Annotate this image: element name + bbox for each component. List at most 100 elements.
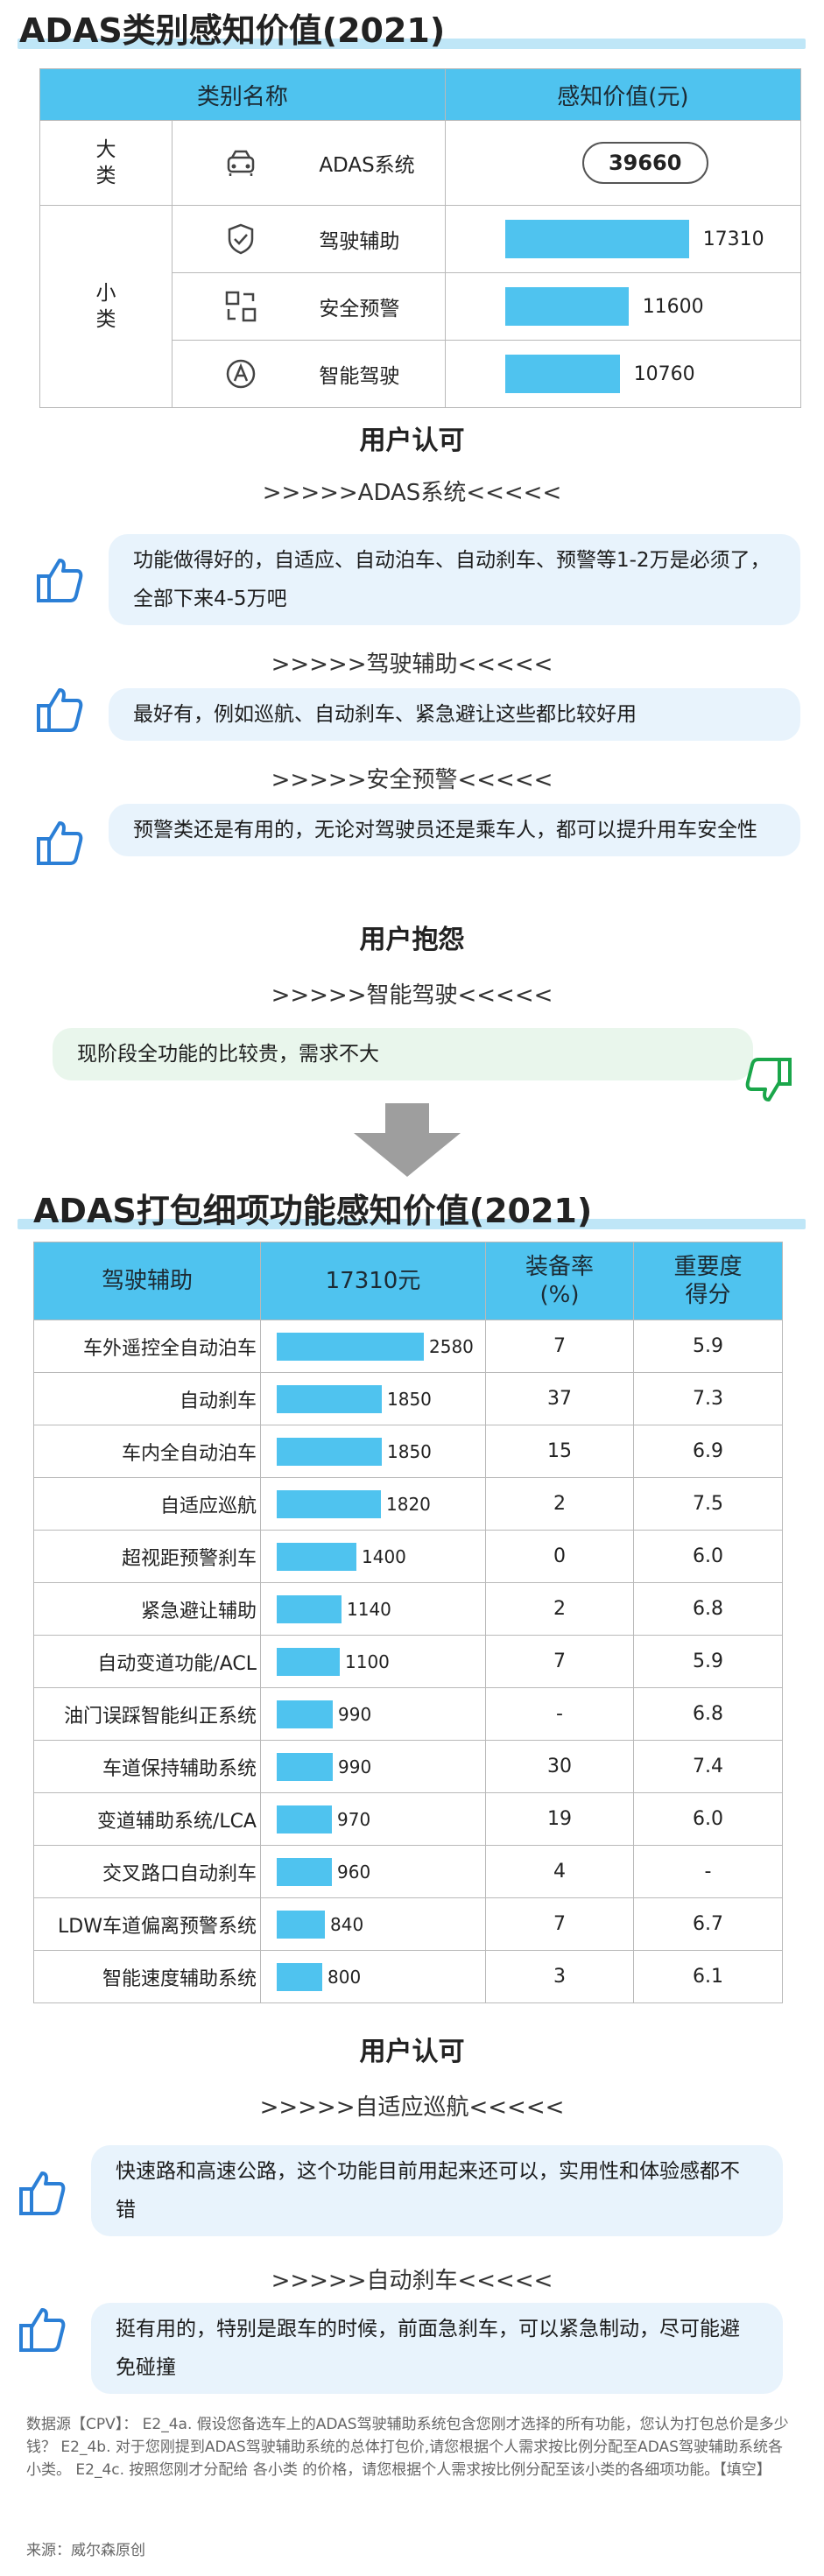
page-title-2: ADAS打包细项功能感知价值(2021): [33, 1192, 593, 1230]
sub-name-cell: 安全预警: [172, 272, 446, 341]
importance-score: 5.9: [633, 1635, 783, 1688]
value-label: 960: [337, 1861, 371, 1883]
quote-bubble: 快速路和高速公路，这个功能目前用起来还可以，实用性和体验感都不错: [91, 2145, 783, 2236]
warning-screen-icon: [223, 289, 258, 324]
thumbs-up-icon: [33, 553, 86, 609]
sub-name-cell: 驾驶辅助: [172, 205, 446, 273]
value-bar: [504, 220, 689, 258]
table-row-sub-1: 小 类 驾驶辅助 17310: [39, 205, 802, 408]
feature-name: 车道保持辅助系统: [33, 1740, 261, 1793]
table-row: 自动刹车 1850 37 7.3: [33, 1372, 783, 1425]
table-row: 自适应巡航 1820 2 7.5: [33, 1477, 783, 1531]
equip-rate: 19: [485, 1792, 634, 1846]
feature-name: 自动变道功能/ACL: [33, 1635, 261, 1688]
importance-score: 6.0: [633, 1530, 783, 1583]
importance-score: 6.8: [633, 1582, 783, 1636]
value-cell: 2580: [260, 1320, 486, 1373]
value-bar: [504, 287, 629, 326]
value-bar: [277, 1752, 333, 1781]
feature-name: 智能速度辅助系统: [33, 1950, 261, 2003]
value-cell: 960: [260, 1845, 486, 1898]
total-name-cell: ADAS系统: [172, 120, 446, 206]
importance-score: 7.3: [633, 1372, 783, 1425]
shield-check-icon: [223, 222, 258, 257]
header-category: 类别名称: [39, 68, 446, 121]
header-value: 感知价值(元): [444, 68, 802, 121]
feature-name: 紧急避让辅助: [33, 1582, 261, 1636]
value-bar: [277, 1542, 356, 1571]
feature-value-table: 驾驶辅助 17310元 装备率 (%) 重要度 得分 车外遥控全自动泊车 2580…: [33, 1242, 783, 2003]
feature-name: 变道辅助系统/LCA: [33, 1792, 261, 1846]
equip-rate: -: [485, 1687, 634, 1741]
equip-rate: 2: [485, 1477, 634, 1531]
quote-subtitle: >>>>>ADAS系统<<<<<: [262, 480, 562, 506]
table-row-total: 大 类 ADAS系统 39660: [39, 120, 802, 206]
value-label: 1850: [387, 1440, 432, 1462]
quote-subtitle: >>>>>自适应巡航<<<<<: [259, 2094, 565, 2121]
value-cell: 1100: [260, 1635, 486, 1688]
equip-rate: 15: [485, 1425, 634, 1478]
footnote: 数据源【CPV】： E2_4a. 假设您备选车上的ADAS驾驶辅助系统包含您刚才…: [26, 2416, 789, 2479]
value-label: 1140: [347, 1598, 391, 1620]
thumbs-up-icon: [16, 2303, 68, 2359]
importance-score: 7.4: [633, 1740, 783, 1793]
value-cell: 990: [260, 1687, 486, 1741]
quote-bubble: 功能做得好的，自适应、自动泊车、自动刹车、预警等1-2万是必须了，全部下来4-5…: [109, 534, 800, 625]
page-title-1: ADAS类别感知价值(2021): [19, 11, 446, 50]
table-row: 交叉路口自动刹车 960 4-: [33, 1845, 783, 1898]
feature-name: 车外遥控全自动泊车: [33, 1320, 261, 1373]
value-bar: [277, 1437, 382, 1466]
quote-bubble: 最好有，例如巡航、自动刹车、紧急避让这些都比较好用: [109, 688, 800, 741]
category-value-table: 类别名称 感知价值(元) 大 类 ADAS系统 39660 小 类 驾驶辅助 1…: [39, 68, 802, 408]
equip-rate: 7: [485, 1320, 634, 1373]
quote-subtitle: >>>>>安全预警<<<<<: [271, 767, 553, 793]
value-label: 1400: [362, 1545, 406, 1567]
small-category-label: 小 类: [39, 205, 173, 408]
table-row: 车道保持辅助系统 990 30 7.4: [33, 1740, 783, 1793]
table-row: 自动变道功能/ACL 1100 7 5.9: [33, 1635, 783, 1688]
down-arrow-icon: [352, 1103, 462, 1180]
header-total: 17310元: [260, 1242, 486, 1320]
total-value-oval: 39660: [581, 142, 708, 184]
sub-value-cell: 17310: [444, 205, 802, 273]
equip-rate: 30: [485, 1740, 634, 1793]
value-cell: 1820: [260, 1477, 486, 1531]
value-label: 17310: [702, 228, 764, 250]
sub-name: 安全预警: [319, 298, 400, 320]
section-title-approval: 用户认可: [359, 426, 465, 456]
thumbs-up-icon: [33, 683, 86, 739]
importance-score: -: [633, 1845, 783, 1898]
feature-name: 车内全自动泊车: [33, 1425, 261, 1478]
thumbs-up-icon: [16, 2166, 68, 2222]
section-title-complaint: 用户抱怨: [359, 925, 465, 955]
value-cell: 990: [260, 1740, 486, 1793]
sub-name: 智能驾驶: [319, 365, 400, 388]
importance-score: 6.8: [633, 1687, 783, 1741]
value-label: 10760: [633, 362, 695, 385]
table-row: 变道辅助系统/LCA 970 19 6.0: [33, 1792, 783, 1846]
total-value-cell: 39660: [444, 120, 802, 206]
value-bar: [277, 1489, 381, 1518]
value-label: 840: [330, 1913, 364, 1935]
value-bar: [277, 1594, 342, 1623]
title-underline: [18, 39, 806, 49]
importance-score: 6.9: [633, 1425, 783, 1478]
value-cell: 1400: [260, 1530, 486, 1583]
thumbs-up-icon: [33, 816, 86, 872]
quote-subtitle: >>>>>自动刹车<<<<<: [271, 2268, 553, 2294]
value-bar: [277, 1857, 332, 1886]
thumbs-down-icon: [743, 1054, 795, 1110]
sub-name-cell: 智能驾驶: [172, 340, 446, 408]
table-row: 车内全自动泊车 1850 15 6.9: [33, 1425, 783, 1478]
value-bar: [277, 1332, 424, 1361]
quote-subtitle: >>>>>驾驶辅助<<<<<: [271, 651, 553, 678]
source-text: 来源：威尔森原创: [26, 2542, 145, 2559]
value-label: 800: [327, 1966, 362, 1988]
importance-score: 6.0: [633, 1792, 783, 1846]
feature-name: 交叉路口自动刹车: [33, 1845, 261, 1898]
title-underline: [18, 1219, 806, 1229]
header-score: 重要度 得分: [633, 1242, 783, 1320]
value-cell: 840: [260, 1897, 486, 1951]
complaint-bubble: 现阶段全功能的比较贵，需求不大: [53, 1028, 753, 1080]
importance-score: 5.9: [633, 1320, 783, 1373]
